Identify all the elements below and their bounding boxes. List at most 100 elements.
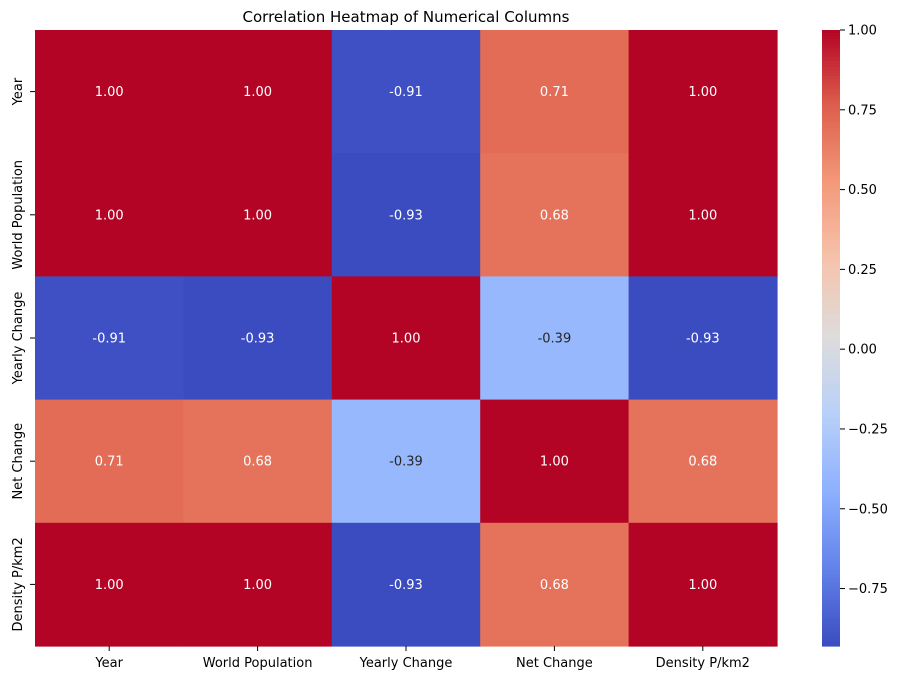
colorbar-segment — [822, 57, 840, 62]
cell-value-label: 0.71 — [540, 85, 569, 100]
colorbar-segment — [822, 353, 840, 358]
colorbar-segment — [822, 599, 840, 604]
colorbar-segment — [822, 341, 840, 345]
colorbar-tick-label: −0.75 — [848, 582, 888, 597]
cell-value-label: -0.93 — [241, 332, 275, 347]
colorbar-segment — [822, 553, 840, 558]
cell-value-label: 0.68 — [540, 578, 569, 593]
colorbar-segment — [822, 156, 840, 160]
colorbar-segment — [822, 578, 840, 582]
colorbar-segment — [822, 430, 840, 435]
cell-value-label: -0.39 — [538, 332, 572, 347]
colorbar-segment — [822, 556, 840, 561]
colorbar-segment — [822, 36, 840, 40]
colorbar-segment — [822, 285, 840, 290]
colorbar-segment — [822, 273, 840, 277]
colorbar-segment — [822, 217, 840, 222]
colorbar-segment — [822, 507, 840, 512]
cell-value-label: 1.00 — [392, 332, 421, 347]
colorbar-segment — [822, 131, 840, 136]
colorbar-segment — [822, 433, 840, 438]
colorbar-segment — [822, 199, 840, 204]
colorbar-segment — [822, 418, 840, 422]
colorbar-segment — [822, 445, 840, 450]
colorbar-segment — [822, 415, 840, 419]
colorbar-segment — [822, 45, 840, 50]
x-tick-label: Density P/km2 — [656, 656, 750, 671]
colorbar-segment — [822, 270, 840, 274]
heatmap-cell — [35, 153, 184, 277]
colorbar-segment — [822, 276, 840, 281]
colorbar-segment — [822, 227, 840, 231]
colorbar-segment — [822, 498, 840, 502]
colorbar-segment — [822, 73, 840, 77]
colorbar-segment — [822, 510, 840, 515]
y-tick-label: Net Change — [11, 423, 26, 500]
colorbar-segment — [822, 264, 840, 268]
colorbar-segment — [822, 116, 840, 120]
colorbar-segment — [822, 532, 840, 536]
colorbar-segment — [822, 70, 840, 74]
heatmap-cell — [35, 30, 184, 154]
y-tick-label: Year — [11, 77, 26, 106]
colorbar-segment — [822, 42, 840, 46]
colorbar-segment — [822, 485, 840, 490]
colorbar-segment — [822, 455, 840, 459]
cell-value-label: 0.68 — [688, 455, 717, 470]
colorbar-segment — [822, 636, 840, 641]
colorbar-segment — [822, 436, 840, 441]
colorbar-segment — [822, 150, 840, 154]
colorbar-segment — [822, 501, 840, 505]
colorbar-segment — [822, 177, 840, 182]
colorbar-segment — [822, 190, 840, 194]
cell-value-label: -0.39 — [389, 455, 423, 470]
heatmap-cell — [480, 30, 630, 154]
colorbar-segment — [822, 590, 840, 595]
colorbar-segment — [822, 110, 840, 114]
colorbar-segment — [822, 550, 840, 555]
cell-value-label: 1.00 — [243, 578, 272, 593]
colorbar-segment — [822, 94, 840, 99]
colorbar-segment — [822, 76, 840, 80]
colorbar-segment — [822, 267, 840, 271]
colorbar-segment — [822, 495, 840, 499]
heatmap-cell — [480, 399, 630, 524]
colorbar-segment — [822, 405, 840, 410]
colorbar-segment — [822, 196, 840, 200]
colorbar-segment — [822, 584, 840, 589]
colorbar-tick-label: 0.25 — [848, 263, 877, 278]
y-tick-label: Yearly Change — [11, 292, 26, 386]
colorbar-segment — [822, 171, 840, 176]
colorbar-segment — [822, 208, 840, 213]
cell-value-label: 1.00 — [688, 208, 717, 223]
colorbar-segment — [822, 562, 840, 567]
cell-value-label: 0.71 — [95, 455, 124, 470]
colorbar-tick-label: 0.00 — [848, 343, 877, 358]
colorbar-tick-label: 0.75 — [848, 103, 877, 118]
colorbar-segment — [822, 390, 840, 395]
cell-value-label: -0.91 — [92, 332, 126, 347]
colorbar-segment — [822, 187, 840, 191]
colorbar-segment — [822, 261, 840, 265]
colorbar-segment — [822, 230, 840, 234]
colorbar-segment — [822, 254, 840, 259]
cell-value-label: 0.68 — [540, 208, 569, 223]
colorbar-segment — [822, 233, 840, 237]
colorbar-segment — [822, 467, 840, 472]
colorbar: 1.00 0.75 0.50 0.25 0.00 −0.25 −0.50 −0.75 — [822, 24, 888, 647]
colorbar-segment — [822, 525, 840, 530]
colorbar-segment — [822, 593, 840, 598]
colorbar-segment — [822, 504, 840, 508]
heatmap-cell — [628, 153, 778, 277]
colorbar-segment — [822, 381, 840, 385]
heatmap-cell — [480, 153, 630, 277]
colorbar-segment — [822, 513, 840, 518]
colorbar-segment — [822, 193, 840, 197]
y-axis: Year World Population Yearly Change Net Cha… — [11, 77, 35, 632]
colorbar-segment — [822, 612, 840, 616]
cell-value-label: 0.68 — [243, 455, 272, 470]
colorbar-segment — [822, 251, 840, 256]
colorbar-segment — [822, 325, 840, 330]
colorbar-segment — [822, 214, 840, 219]
colorbar-segment — [822, 220, 840, 225]
